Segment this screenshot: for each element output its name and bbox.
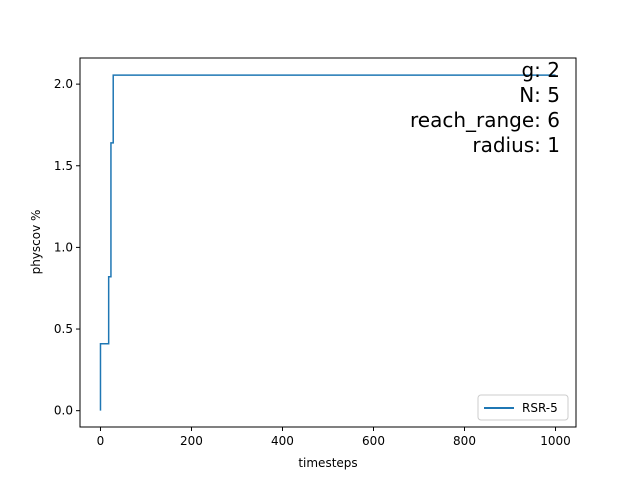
y-tick-label: 1.0: [54, 240, 73, 254]
legend: RSR-5: [477, 394, 569, 421]
y-tick-label: 2.0: [54, 77, 73, 91]
x-tick-label: 400: [271, 434, 294, 448]
legend-box: [477, 394, 569, 421]
y-tick-label: 0.5: [54, 322, 73, 336]
x-tick-label: 600: [362, 434, 385, 448]
annotation-line: radius: 1: [472, 133, 560, 157]
x-tick-label: 0: [97, 434, 105, 448]
annotation-line: g: 2: [521, 58, 560, 82]
x-tick-label: 200: [180, 434, 203, 448]
y-tick-label: 0.0: [54, 404, 73, 418]
plot-background: [80, 58, 576, 427]
x-tick-label: 1000: [540, 434, 571, 448]
annotation-line: reach_range: 6: [410, 108, 560, 132]
series-layer: [99, 74, 556, 411]
x-axis-ticks: 0 200 400 600 800 1000: [97, 427, 571, 448]
x-axis-label: timesteps: [298, 456, 357, 470]
y-axis-label: physcov %: [29, 210, 43, 275]
y-tick-label: 1.5: [54, 159, 73, 173]
legend-entry-rsr-5: RSR-5: [522, 401, 558, 415]
x-tick-label: 800: [453, 434, 476, 448]
annotation-line: N: 5: [519, 83, 560, 107]
plot-frame: [79, 57, 577, 428]
y-axis-ticks: 0.0 0.5 1.0 1.5 2.0: [54, 77, 80, 418]
series-line-rsr-5: [99, 74, 556, 411]
